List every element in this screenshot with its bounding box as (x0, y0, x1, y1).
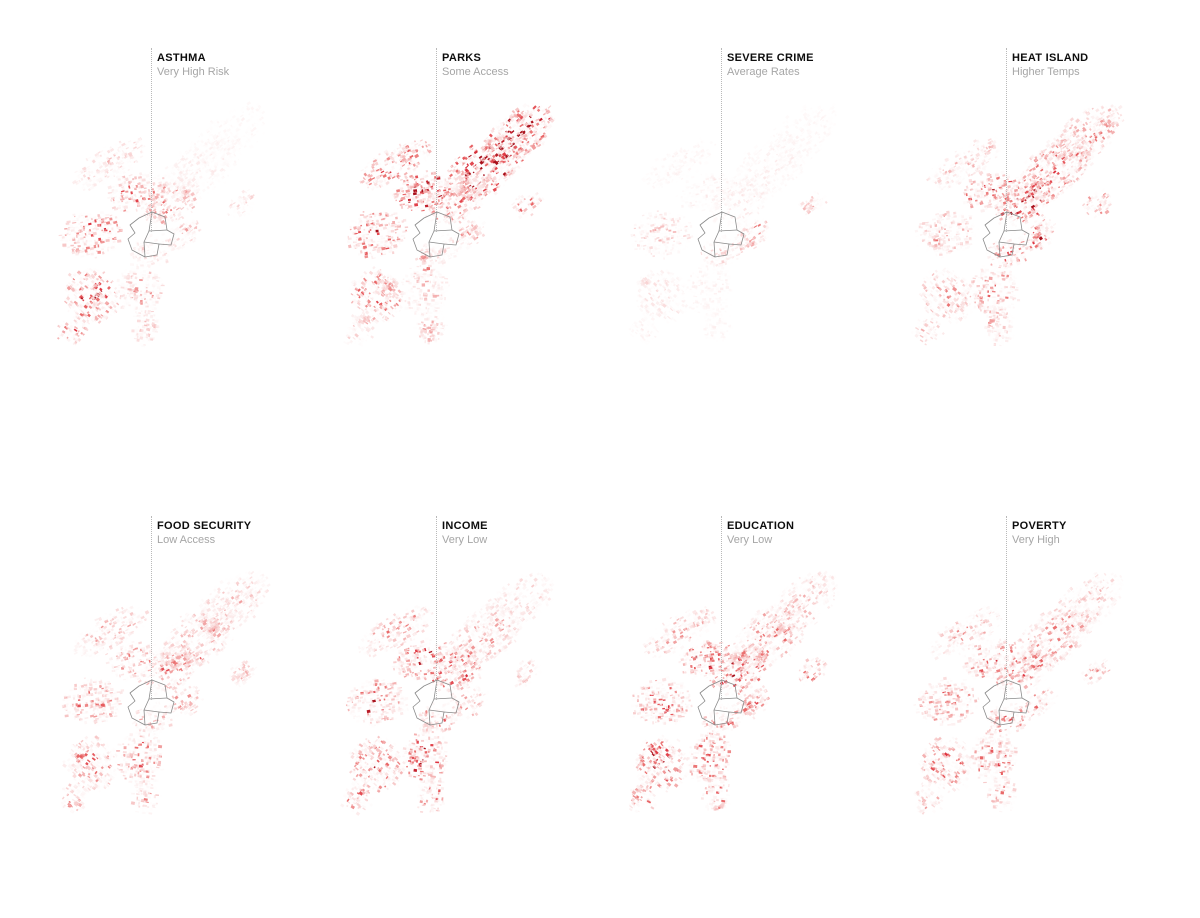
choropleth-map-food-security (18, 560, 288, 855)
panel-subtitle: Some Access (442, 65, 509, 78)
panel-subtitle: Very High (1012, 533, 1060, 546)
tract-guide-line (151, 48, 152, 232)
tract-guide-line (436, 48, 437, 232)
map-panel-income: INCOME Very Low (295, 468, 580, 918)
panel-title: EDUCATION (727, 520, 795, 532)
tract-guide-line (151, 516, 152, 700)
choropleth-map-severe-crime (588, 92, 858, 387)
panel-label: SEVERE CRIME Average Rates (727, 52, 814, 78)
panel-label: INCOME Very Low (442, 520, 488, 546)
panel-label: EDUCATION Very Low (727, 520, 794, 546)
panel-label: PARKS Some Access (442, 52, 509, 78)
map-panel-education: EDUCATION Very Low (580, 468, 865, 918)
choropleth-map-education (588, 560, 858, 855)
tract-guide-line (721, 516, 722, 700)
choropleth-map-income (303, 560, 573, 855)
tract-guide-line (1006, 48, 1007, 232)
panel-subtitle: Very Low (442, 533, 488, 546)
choropleth-map-heat-island (873, 92, 1143, 387)
choropleth-map-parks (303, 92, 573, 387)
map-panel-parks: PARKS Some Access (295, 0, 580, 450)
panel-label: HEAT ISLAND Higher Temps (1012, 52, 1088, 78)
tract-guide-line (721, 48, 722, 232)
choropleth-map-asthma (18, 92, 288, 387)
map-panel-severe-crime: SEVERE CRIME Average Rates (580, 0, 865, 450)
map-panel-food-security: FOOD SECURITY Low Access (10, 468, 295, 918)
panel-subtitle: Higher Temps (1012, 65, 1080, 78)
panel-subtitle: Very Low (727, 533, 773, 546)
tract-guide-line (436, 516, 437, 700)
panel-subtitle: Very High Risk (157, 65, 230, 78)
panel-label: ASTHMA Very High Risk (157, 52, 229, 78)
map-panel-asthma: ASTHMA Very High Risk (10, 0, 295, 450)
map-panel-heat-island: HEAT ISLAND Higher Temps (865, 0, 1150, 450)
choropleth-map-poverty (873, 560, 1143, 855)
panel-subtitle: Low Access (157, 533, 216, 546)
panel-title: PARKS (442, 52, 482, 64)
panel-label: POVERTY Very High (1012, 520, 1067, 546)
panel-title: FOOD SECURITY (157, 520, 252, 532)
panel-title: SEVERE CRIME (727, 52, 814, 64)
map-panel-poverty: POVERTY Very High (865, 468, 1150, 918)
panel-title: INCOME (442, 520, 488, 532)
panel-title: HEAT ISLAND (1012, 52, 1089, 64)
panel-subtitle: Average Rates (727, 65, 800, 78)
panel-title: POVERTY (1012, 520, 1067, 532)
tract-guide-line (1006, 516, 1007, 700)
panel-title: ASTHMA (157, 52, 206, 64)
panel-label: FOOD SECURITY Low Access (157, 520, 251, 546)
